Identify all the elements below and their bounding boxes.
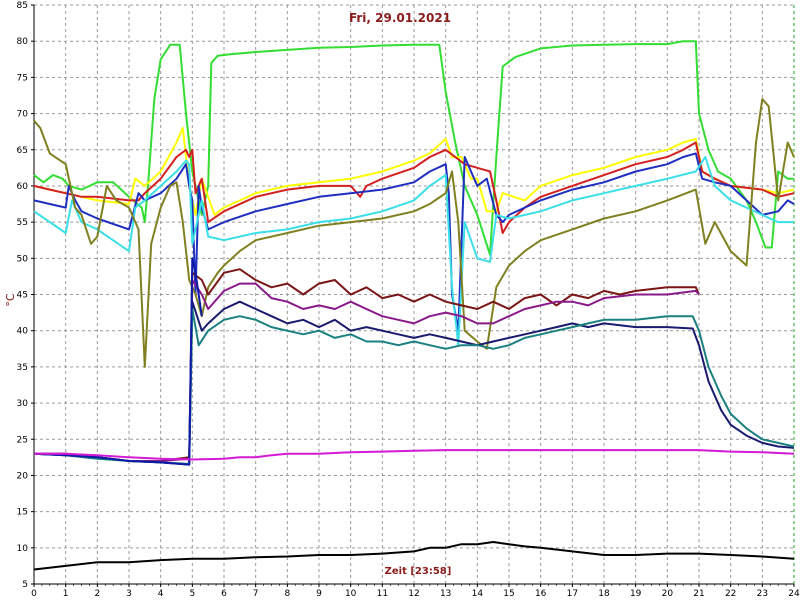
series-line-6 (33, 98, 795, 368)
y-tick-label: 70 (17, 110, 29, 120)
chart-title: Fri, 29.01.2021 (349, 11, 451, 25)
x-tick-label: 24 (788, 589, 800, 599)
series-line-8 (34, 279, 700, 462)
x-tick-label: 13 (440, 589, 451, 599)
series-group (33, 40, 795, 571)
x-tick-label: 16 (535, 589, 547, 599)
x-tick-label: 21 (693, 589, 704, 599)
x-tick-label: 11 (377, 589, 388, 599)
y-tick-label: 50 (17, 254, 29, 264)
series-line-3 (33, 141, 795, 234)
y-tick-label: 30 (17, 399, 29, 409)
x-tick-label: 19 (630, 589, 642, 599)
x-tick-label: 6 (221, 589, 227, 599)
x-tick-label: 20 (662, 589, 674, 599)
series-line-13 (33, 541, 795, 571)
x-tick-label: 9 (316, 589, 322, 599)
x-tick-label: 15 (503, 589, 514, 599)
x-tick-label: 12 (408, 589, 419, 599)
x-tick-label: 10 (345, 589, 357, 599)
x-tick-label: 7 (253, 589, 259, 599)
y-tick-label: 10 (17, 544, 29, 554)
series-line-9 (33, 300, 795, 466)
y-tick-label: 55 (17, 218, 28, 228)
y-tick-label: 75 (17, 73, 28, 83)
x-tick-label: 3 (126, 589, 132, 599)
x-tick-label: 5 (189, 589, 195, 599)
grid-lines (33, 4, 795, 585)
y-tick-label: 20 (17, 471, 29, 481)
y-tick-label: 25 (17, 435, 28, 445)
y-tick-label: 15 (17, 508, 28, 518)
y-tick-label: 35 (17, 363, 28, 373)
x-tick-label: 4 (158, 589, 164, 599)
x-tick-label: 2 (94, 589, 100, 599)
y-tick-label: 60 (17, 182, 29, 192)
y-tick-label: 40 (17, 327, 29, 337)
x-tick-label: 18 (598, 589, 610, 599)
x-axis-label: Zeit [23:58] (385, 566, 452, 577)
y-tick-label: 65 (17, 146, 28, 156)
x-tick-label: 8 (284, 589, 290, 599)
x-tick-label: 17 (567, 589, 578, 599)
series-line-10 (33, 308, 795, 465)
y-tick-label: 5 (22, 580, 28, 590)
series-line-4 (33, 152, 795, 332)
x-tick-label: 0 (31, 589, 37, 599)
axes (31, 4, 795, 587)
y-tick-label: 85 (17, 1, 28, 11)
y-tick-label: 80 (17, 37, 29, 47)
y-axis-label: °C (4, 293, 17, 307)
series-line-2 (33, 127, 795, 216)
series-line-11 (33, 257, 203, 466)
x-tick-label: 14 (472, 589, 484, 599)
series-line-12 (34, 449, 795, 461)
x-tick-label: 23 (757, 589, 768, 599)
x-tick-label: 1 (63, 589, 69, 599)
y-tick-label: 45 (17, 291, 28, 301)
series-line-1 (33, 40, 794, 256)
series-line-5 (33, 156, 794, 347)
x-tick-label: 22 (725, 589, 736, 599)
